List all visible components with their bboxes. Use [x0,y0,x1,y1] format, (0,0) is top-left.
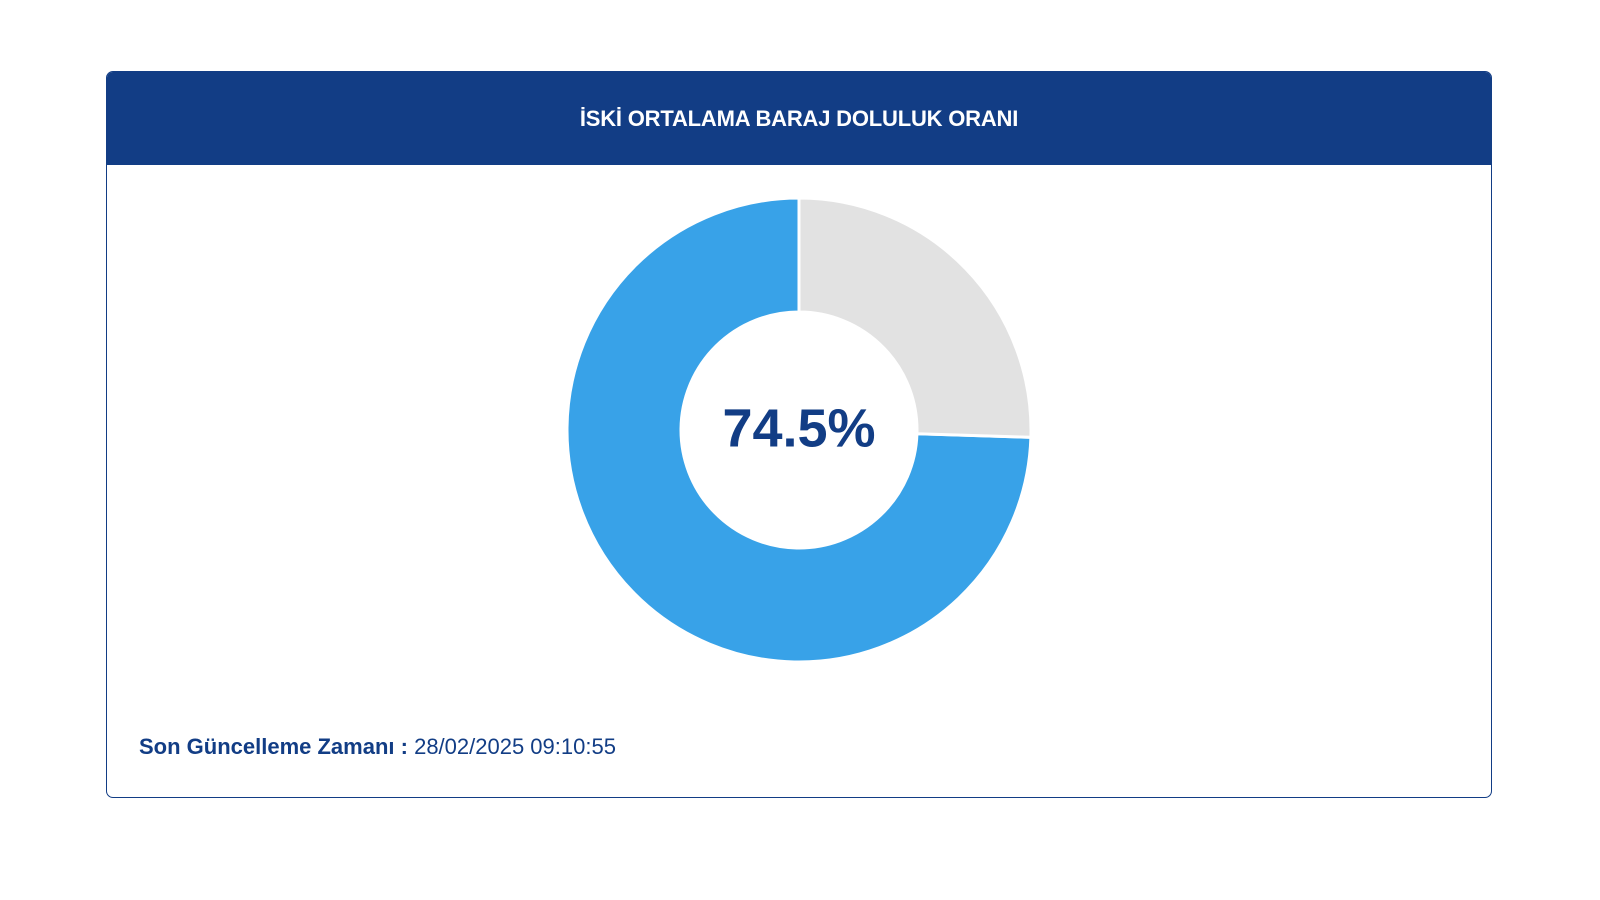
last-update: Son Güncelleme Zamanı : 28/02/2025 09:10… [139,734,616,760]
dam-occupancy-card: İSKİ ORTALAMA BARAJ DOLULUK ORANI 74.5% … [106,71,1492,798]
card-header: İSKİ ORTALAMA BARAJ DOLULUK ORANI [107,72,1491,165]
donut-center-label: 74.5% [722,398,875,458]
donut-chart: 74.5% [565,196,1033,664]
last-update-label: Son Güncelleme Zamanı : [139,734,408,759]
donut-slice-empty [797,196,1033,439]
card-title: İSKİ ORTALAMA BARAJ DOLULUK ORANI [579,105,1019,131]
last-update-value: 28/02/2025 09:10:55 [414,734,616,759]
donut-chart-container: 74.5% [107,165,1491,705]
donut-slice-filled [565,196,1033,664]
